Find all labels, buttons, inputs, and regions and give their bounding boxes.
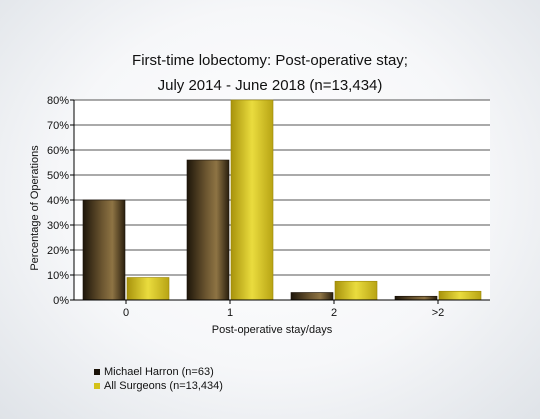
legend-swatch-series-2 bbox=[94, 383, 100, 389]
legend: Michael Harron (n=63) All Surgeons (n=13… bbox=[94, 365, 223, 393]
y-tick-label: 40% bbox=[47, 195, 69, 207]
y-tick-label: 60% bbox=[47, 145, 69, 157]
legend-label-series-2: All Surgeons (n=13,434) bbox=[104, 380, 223, 392]
y-tick-label: 80% bbox=[47, 95, 69, 107]
y-tick-label: 20% bbox=[47, 245, 69, 257]
y-tick-label: 50% bbox=[47, 170, 69, 182]
x-tick-label: 2 bbox=[331, 307, 337, 319]
bar-series-2-4 bbox=[438, 290, 482, 301]
bar-series-1-1 bbox=[82, 199, 126, 301]
legend-item-series-2: All Surgeons (n=13,434) bbox=[94, 379, 223, 393]
bar-series-2-2 bbox=[230, 99, 274, 301]
y-tick-label: 0% bbox=[53, 295, 69, 307]
x-tick-label: >2 bbox=[432, 307, 445, 319]
legend-label-series-1: Michael Harron (n=63) bbox=[104, 366, 214, 378]
chart-title-line2: July 2014 - June 2018 (n=13,434) bbox=[157, 77, 383, 94]
y-tick-label: 30% bbox=[47, 220, 69, 232]
bar-series-2-1 bbox=[126, 277, 170, 301]
y-tick-label: 70% bbox=[47, 120, 69, 132]
y-tick-label: 10% bbox=[47, 270, 69, 282]
x-tick-label: 1 bbox=[227, 307, 233, 319]
x-tick-label: 0 bbox=[123, 307, 129, 319]
bar-series-2-3 bbox=[334, 280, 378, 301]
y-axis-label: Percentage of Operations bbox=[29, 145, 41, 271]
bar-series-1-2 bbox=[186, 159, 230, 301]
bar-series-1-3 bbox=[290, 292, 334, 301]
legend-item-series-1: Michael Harron (n=63) bbox=[94, 365, 223, 379]
chart-title-line1: First-time lobectomy: Post-operative sta… bbox=[132, 52, 408, 69]
legend-swatch-series-1 bbox=[94, 369, 100, 375]
bar-series-1-4 bbox=[394, 295, 438, 301]
x-axis-label: Post-operative stay/days bbox=[212, 324, 333, 336]
